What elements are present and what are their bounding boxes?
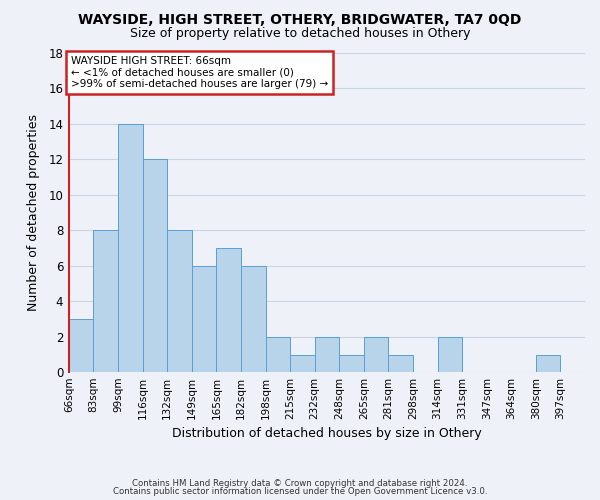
Text: WAYSIDE, HIGH STREET, OTHERY, BRIDGWATER, TA7 0QD: WAYSIDE, HIGH STREET, OTHERY, BRIDGWATER… [79,12,521,26]
Bar [94,230,118,372]
Bar [364,337,388,372]
Bar [69,319,94,372]
Bar [536,354,560,372]
Bar [339,354,364,372]
Bar [118,124,143,372]
Bar [266,337,290,372]
Y-axis label: Number of detached properties: Number of detached properties [27,114,40,311]
Text: WAYSIDE HIGH STREET: 66sqm
← <1% of detached houses are smaller (0)
>99% of semi: WAYSIDE HIGH STREET: 66sqm ← <1% of deta… [71,56,328,90]
Text: Size of property relative to detached houses in Othery: Size of property relative to detached ho… [130,28,470,40]
Bar [437,337,462,372]
Bar [192,266,217,372]
Bar [143,159,167,372]
Bar [167,230,192,372]
Bar [241,266,266,372]
Bar [217,248,241,372]
X-axis label: Distribution of detached houses by size in Othery: Distribution of detached houses by size … [172,427,482,440]
Text: Contains HM Land Registry data © Crown copyright and database right 2024.: Contains HM Land Registry data © Crown c… [132,478,468,488]
Bar [388,354,413,372]
Bar [314,337,339,372]
Text: Contains public sector information licensed under the Open Government Licence v3: Contains public sector information licen… [113,487,487,496]
Bar [290,354,314,372]
